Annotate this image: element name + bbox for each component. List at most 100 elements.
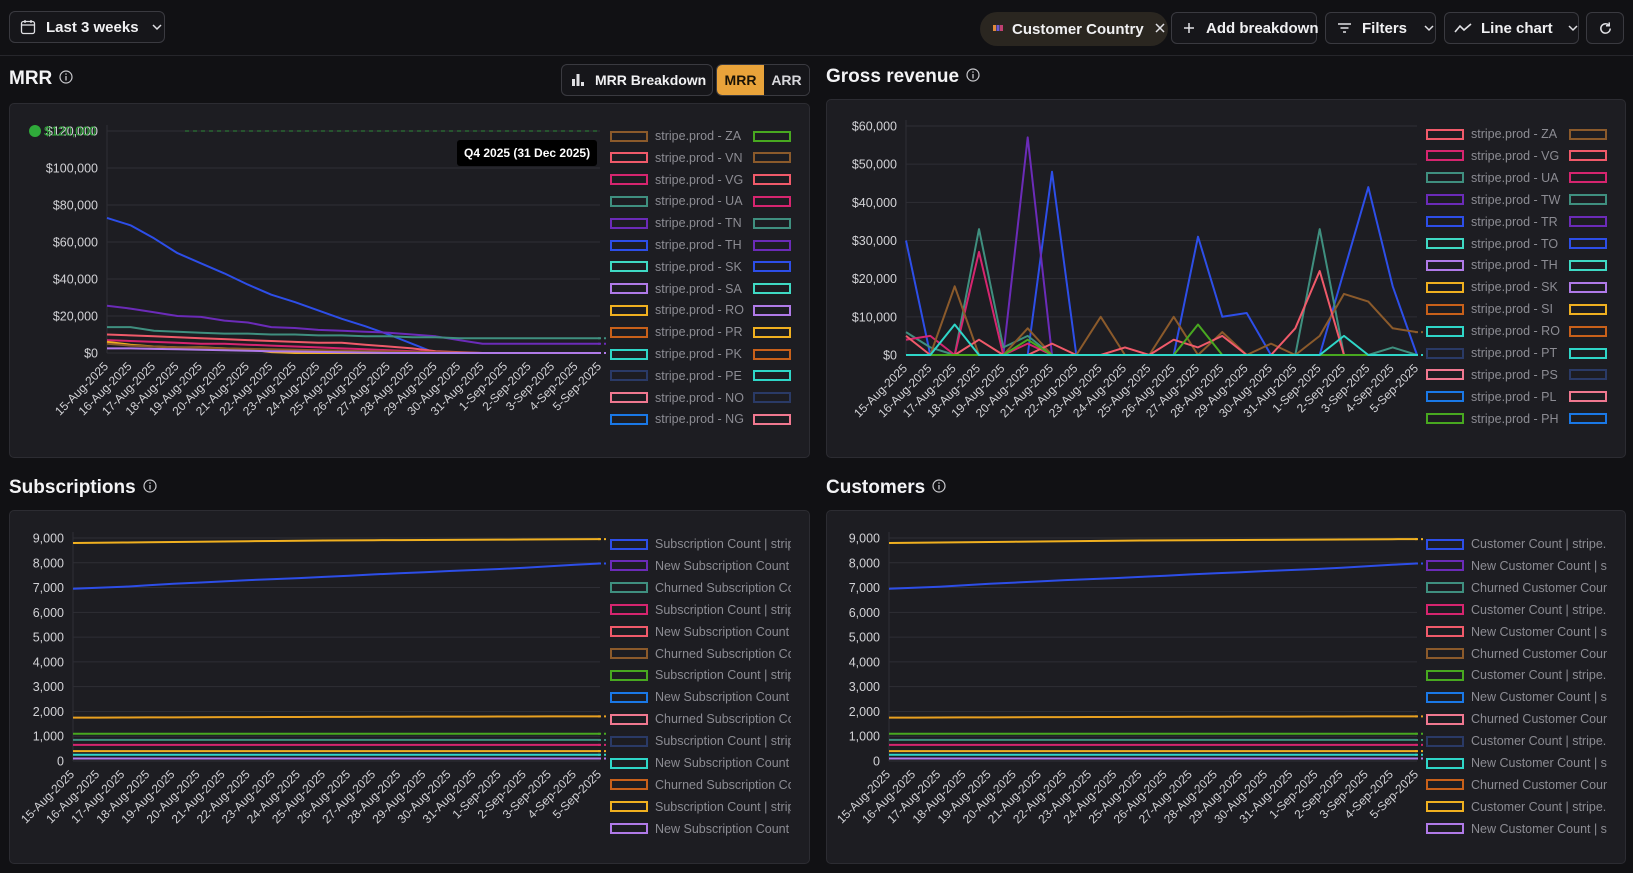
- legend-swatch: [1426, 560, 1464, 572]
- legend-item[interactable]: Churned Customer Coun: [1426, 579, 1607, 597]
- legend-item[interactable]: New Customer Count | st: [1426, 688, 1607, 706]
- calendar-icon: [20, 19, 36, 35]
- legend-item[interactable]: stripe.prod - ZA: [610, 127, 791, 145]
- y-tick-label: $50,000: [852, 158, 897, 172]
- series-line[interactable]: [906, 323, 1417, 356]
- legend-item[interactable]: Subscription Count | strip: [610, 666, 791, 684]
- legend-item[interactable]: New Customer Count | st: [1426, 820, 1607, 838]
- legend-item[interactable]: stripe.prod - UA: [610, 192, 791, 210]
- legend-item[interactable]: Subscription Count | strip: [610, 732, 791, 750]
- legend-item[interactable]: Customer Count | stripe.p: [1426, 798, 1607, 816]
- legend-item[interactable]: stripe.prod - NO: [610, 389, 791, 407]
- legend-item[interactable]: stripe.prod - TO: [1426, 235, 1607, 253]
- legend-label: stripe.prod - PE: [655, 368, 742, 383]
- series-line[interactable]: [889, 715, 1417, 719]
- legend-item[interactable]: Churned Subscription Co: [610, 776, 791, 794]
- chart-type-button[interactable]: Line chart: [1444, 12, 1579, 44]
- legend-item[interactable]: stripe.prod - NG: [610, 410, 791, 428]
- info-icon[interactable]: [966, 66, 980, 88]
- mrr-title: MRR: [9, 68, 73, 90]
- legend-item[interactable]: Churned Subscription Co: [610, 645, 791, 663]
- legend-item[interactable]: Subscription Count | strip: [610, 601, 791, 619]
- info-icon[interactable]: [59, 68, 73, 90]
- legend-item[interactable]: stripe.prod - TN: [610, 214, 791, 232]
- series-line[interactable]: [72, 562, 601, 590]
- series-line[interactable]: [106, 304, 600, 345]
- filters-button[interactable]: Filters: [1325, 12, 1436, 44]
- y-tick-label: 7,000: [33, 581, 64, 595]
- series-line[interactable]: [72, 538, 601, 544]
- legend-swatch: [1426, 194, 1464, 206]
- legend-item[interactable]: stripe.prod - PR: [610, 323, 791, 341]
- legend-label: Subscription Count | strip: [655, 602, 791, 617]
- legend-item[interactable]: stripe.prod - PS: [1426, 366, 1607, 384]
- legend-swatch: [610, 626, 648, 638]
- legend-item[interactable]: Customer Count | stripe.p: [1426, 666, 1607, 684]
- info-icon[interactable]: [143, 477, 157, 499]
- mrr-toggle-option[interactable]: MRR: [717, 65, 764, 95]
- legend-item[interactable]: New Subscription Count: [610, 623, 791, 641]
- arr-toggle-option[interactable]: ARR: [763, 65, 809, 95]
- legend-item[interactable]: Churned Customer Coun: [1426, 645, 1607, 663]
- legend-item[interactable]: Churned Customer Coun: [1426, 776, 1607, 794]
- legend-item[interactable]: Churned Subscription Co: [610, 710, 791, 728]
- breakdown-chip[interactable]: Customer Country: [980, 12, 1168, 46]
- series-line[interactable]: [905, 270, 1417, 356]
- legend-item[interactable]: stripe.prod - ZA: [1426, 125, 1607, 143]
- legend-item[interactable]: stripe.prod - SK: [610, 258, 791, 276]
- legend-item[interactable]: New Customer Count | st: [1426, 623, 1607, 641]
- series-line[interactable]: [107, 347, 600, 354]
- legend-item[interactable]: stripe.prod - SA: [610, 280, 791, 298]
- legend-item[interactable]: Customer Count | stripe.p: [1426, 535, 1607, 553]
- legend-item[interactable]: Customer Count | stripe.p: [1426, 732, 1607, 750]
- legend-item[interactable]: Subscription Count | strip: [610, 798, 791, 816]
- legend-item[interactable]: New Subscription Count: [610, 820, 791, 838]
- legend-label: Subscription Count | strip: [655, 537, 791, 551]
- legend-label: stripe.prod - VG: [1471, 148, 1560, 163]
- date-range-button[interactable]: Last 3 weeks: [9, 11, 165, 43]
- legend-swatch: [1569, 347, 1607, 359]
- legend-item[interactable]: stripe.prod - VN: [610, 149, 791, 167]
- legend-item[interactable]: stripe.prod - TH: [610, 236, 791, 254]
- legend-item[interactable]: stripe.prod - VG: [1426, 147, 1607, 165]
- legend-item[interactable]: stripe.prod - PK: [610, 345, 791, 363]
- legend-item[interactable]: New Subscription Count: [610, 754, 791, 772]
- close-icon[interactable]: [1154, 21, 1166, 38]
- legend-item[interactable]: Customer Count | stripe.p: [1426, 601, 1607, 619]
- series-line[interactable]: [888, 538, 1418, 544]
- series-line[interactable]: [107, 326, 600, 340]
- legend-item[interactable]: stripe.prod - TW: [1426, 191, 1607, 209]
- legend-item[interactable]: New Subscription Count: [610, 557, 791, 575]
- series-line[interactable]: [73, 715, 600, 719]
- info-icon[interactable]: [932, 477, 946, 499]
- forecast-tooltip: Q4 2025 (31 Dec 2025): [457, 140, 598, 166]
- legend-item[interactable]: stripe.prod - PT: [1426, 344, 1607, 362]
- legend-item[interactable]: stripe.prod - SI: [1426, 300, 1607, 318]
- legend-label: Customer Count | stripe.p: [1471, 668, 1607, 683]
- legend-item[interactable]: Churned Customer Coun: [1426, 710, 1607, 728]
- legend-item[interactable]: stripe.prod - RO: [1426, 322, 1607, 340]
- series-line[interactable]: [888, 562, 1418, 590]
- legend-item[interactable]: stripe.prod - RO: [610, 301, 791, 319]
- legend-item[interactable]: stripe.prod - PE: [610, 367, 791, 385]
- legend-item[interactable]: stripe.prod - TR: [1426, 213, 1607, 231]
- legend-item[interactable]: stripe.prod - PL: [1426, 388, 1607, 406]
- legend-item[interactable]: New Customer Count | st: [1426, 754, 1607, 772]
- legend-item[interactable]: New Subscription Count: [610, 688, 791, 706]
- y-tick-label: $0: [883, 349, 897, 363]
- legend-label: Subscription Count | strip: [655, 799, 791, 814]
- legend-item[interactable]: stripe.prod - SK: [1426, 278, 1607, 296]
- add-breakdown-button[interactable]: Add breakdown: [1171, 12, 1319, 44]
- legend-item[interactable]: New Customer Count | st: [1426, 557, 1607, 575]
- mrr-breakdown-button[interactable]: MRR Breakdown: [561, 64, 713, 96]
- legend-item[interactable]: Subscription Count | strip: [610, 535, 791, 553]
- legend-item[interactable]: stripe.prod - PH: [1426, 410, 1607, 428]
- legend-item[interactable]: stripe.prod - UA: [1426, 169, 1607, 187]
- legend-swatch: [610, 304, 648, 316]
- legend-item[interactable]: stripe.prod - VG: [610, 171, 791, 189]
- legend-item[interactable]: stripe.prod - TH: [1426, 256, 1607, 274]
- legend-label: stripe.prod - UA: [1471, 170, 1559, 185]
- legend-item[interactable]: Churned Subscription Co: [610, 579, 791, 597]
- refresh-button[interactable]: [1586, 12, 1624, 44]
- legend-label: stripe.prod - UA: [655, 194, 743, 209]
